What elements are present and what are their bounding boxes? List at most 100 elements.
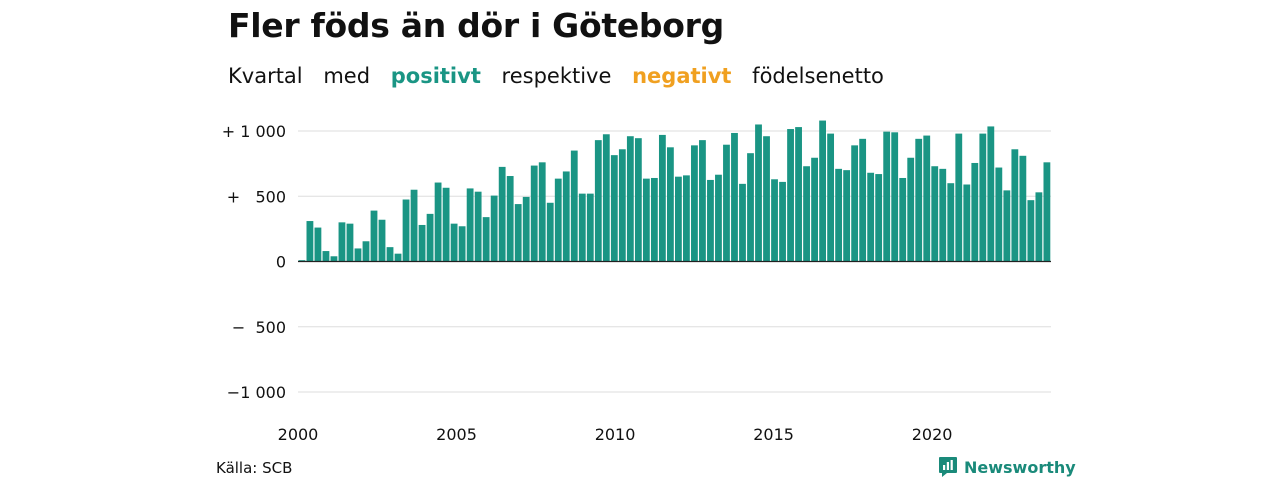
bar: [610, 155, 618, 262]
bar: [434, 182, 442, 262]
bar: [530, 165, 538, 262]
bar: [362, 241, 370, 262]
bar: [306, 221, 314, 262]
bar: [819, 120, 827, 262]
bar: [410, 189, 418, 262]
chart-subtitle: Kvartal med positivt respektive negativt…: [228, 64, 898, 88]
bar: [594, 140, 602, 262]
chart-title: Fler föds än dör i Göteborg: [228, 6, 724, 45]
bar: [803, 166, 810, 262]
subtitle-word: med: [323, 64, 371, 88]
bar: [787, 129, 794, 262]
bar: [602, 134, 610, 262]
bar: [971, 162, 979, 262]
bar: [755, 124, 762, 262]
bar: [995, 167, 1003, 262]
brand-logo: Newsworthy: [938, 456, 1076, 478]
bar: [346, 223, 354, 262]
bar: [402, 199, 410, 262]
bar: [763, 136, 770, 262]
bar: [779, 181, 786, 262]
bar: [370, 210, 378, 262]
bar: [474, 191, 482, 262]
bar: [851, 145, 859, 262]
bar: [683, 175, 690, 262]
bar: [1011, 149, 1019, 262]
subtitle-word: respektive: [501, 64, 612, 88]
bar: [482, 217, 490, 262]
bar: [731, 132, 738, 262]
bar: [891, 132, 899, 262]
bar: [322, 251, 330, 262]
bar: [915, 138, 923, 262]
bar: [298, 260, 306, 262]
bar: [618, 149, 626, 262]
bar: [699, 140, 706, 262]
bar: [554, 178, 562, 262]
bar: [923, 135, 931, 262]
y-tick-label: − 500: [232, 318, 286, 337]
subtitle-word: födelsenetto: [752, 64, 884, 88]
bar: [498, 166, 506, 262]
legend-positive: positivt: [390, 64, 481, 88]
bar: [843, 170, 851, 262]
bar: [723, 144, 730, 262]
bar: [338, 222, 346, 262]
bar: [707, 179, 714, 262]
bar: [450, 223, 458, 262]
bar: [747, 153, 754, 262]
legend-negative: negativt: [632, 64, 732, 88]
bar: [650, 177, 658, 262]
y-tick-label: 0: [276, 253, 286, 272]
bar: [506, 176, 514, 262]
bar: [418, 224, 426, 262]
bar: [947, 183, 955, 262]
bar: [1019, 155, 1027, 262]
bar: [939, 168, 947, 262]
bar: [931, 166, 939, 262]
brand-name: Newsworthy: [964, 457, 1076, 477]
bar: [514, 204, 522, 262]
bar: [795, 127, 802, 262]
y-tick-label: + 1 000: [222, 122, 286, 141]
bar: [691, 145, 698, 262]
bar: [715, 174, 722, 262]
bar: [859, 138, 867, 262]
x-tick-label: 2015: [753, 425, 794, 444]
y-tick-label: + 500: [227, 187, 286, 206]
bar: [979, 133, 987, 262]
bar: [466, 188, 474, 262]
bar: [883, 131, 891, 262]
bar: [875, 174, 883, 262]
bar: [586, 193, 594, 262]
y-tick-label: −1 000: [227, 383, 286, 402]
bar: [771, 179, 778, 262]
bar: [426, 213, 434, 262]
bar: [867, 172, 875, 262]
bar: [378, 219, 386, 262]
x-tick-label: 2010: [595, 425, 636, 444]
bar: [675, 176, 682, 262]
bar: [658, 134, 666, 262]
x-tick-label: 2005: [436, 425, 477, 444]
bar: [955, 133, 963, 262]
bar: [578, 193, 586, 262]
x-tick-label: 2020: [912, 425, 953, 444]
bar: [835, 168, 843, 262]
bar: [546, 202, 554, 262]
bar: [330, 256, 338, 262]
bar: [522, 196, 530, 262]
bar: [1043, 162, 1051, 262]
bar: [666, 147, 674, 262]
bar: [538, 162, 546, 262]
bar: [987, 126, 995, 262]
bar: [626, 136, 634, 262]
subtitle-word: Kvartal: [228, 64, 303, 88]
bar: [354, 248, 362, 262]
bar: [811, 157, 818, 262]
bar: [458, 226, 466, 262]
bar: [314, 227, 322, 262]
bar: [490, 195, 498, 262]
bar: [394, 253, 402, 262]
